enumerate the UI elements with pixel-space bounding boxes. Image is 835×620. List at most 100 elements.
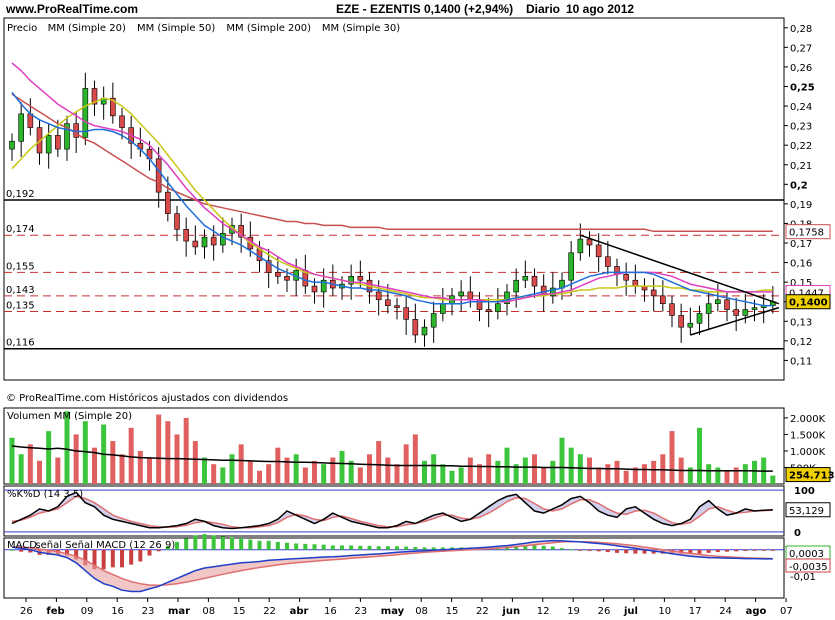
macd-value-tag-label: 0,0003	[789, 549, 824, 560]
volume-bar	[92, 447, 97, 484]
macd-histogram-bar	[633, 549, 638, 554]
volume-bar	[706, 464, 712, 484]
price-candle-body	[751, 307, 758, 310]
macd-histogram-bar	[285, 542, 289, 550]
price-y-tick-label: 0,26	[790, 63, 812, 74]
volume-bar	[64, 411, 70, 484]
stoch-last-tag	[785, 502, 831, 518]
price-candle-body	[45, 135, 52, 154]
macd-histogram-bar	[431, 547, 436, 550]
volume-y-tick-label: 1.000K	[790, 447, 826, 458]
volume-bar	[724, 470, 730, 484]
macd-histogram-bar	[129, 549, 134, 565]
macd-histogram-bar	[367, 545, 372, 550]
volume-bar	[339, 450, 345, 484]
volume-bar	[128, 427, 134, 484]
volume-bar	[422, 460, 427, 484]
price-candle-body	[403, 307, 409, 320]
volume-bar	[119, 454, 125, 484]
macd-histogram-bar	[523, 545, 528, 550]
price-candle-body	[531, 275, 538, 287]
price-candle-body	[36, 127, 43, 154]
price-candle-body	[155, 158, 162, 193]
macd-histogram-bar	[165, 546, 170, 550]
price-y-tick-label: 0,23	[790, 122, 812, 133]
volume-bar	[357, 467, 363, 484]
volume-bar	[715, 467, 721, 484]
volume-bar	[770, 475, 776, 484]
x-tick-label: 15	[233, 606, 246, 617]
macd-histogram-bar	[422, 547, 427, 550]
price-candle-body	[18, 113, 24, 142]
volume-bar	[532, 454, 537, 484]
macd-histogram-bar	[358, 545, 363, 550]
volume-bar	[312, 460, 317, 484]
volume-bar	[293, 454, 299, 484]
price-candle-body	[705, 303, 712, 314]
price-candle-body	[504, 291, 510, 304]
volume-bar	[183, 417, 189, 484]
panel-frame-price	[3, 17, 785, 381]
macd-histogram-bar	[734, 549, 739, 552]
volume-bar	[742, 464, 748, 484]
copyright-note: © ProRealTime.com Históricos ajustados c…	[6, 393, 289, 404]
x-tick-label: 24	[719, 606, 732, 617]
macd-histogram-bar	[761, 549, 766, 551]
price-y-tick-label: 0,15	[790, 278, 812, 289]
ma200-line	[11, 93, 773, 233]
macd-histogram-bar	[193, 535, 198, 550]
price-candle-body	[458, 291, 464, 297]
price-value-tag-label: 0,1758	[789, 228, 824, 239]
macd-histogram-bar	[239, 538, 244, 550]
volume-bar	[403, 444, 409, 484]
macd-histogram-bar	[541, 545, 546, 550]
volume-bar	[559, 437, 565, 484]
price-y-tick-label: 0,12	[790, 337, 812, 348]
price-candle-body	[385, 299, 391, 306]
price-candle-body	[742, 309, 749, 316]
volume-bar	[257, 470, 262, 484]
price-candle-body	[183, 229, 189, 242]
macd-histogram-bar	[514, 546, 519, 550]
x-tick-label: 10	[658, 606, 671, 617]
macd-histogram-bar	[92, 549, 97, 570]
macd-histogram-bar	[385, 546, 390, 550]
macd-histogram-bar	[642, 549, 647, 554]
price-candle-body	[650, 289, 657, 297]
volume-bar	[504, 447, 510, 484]
volume-bar	[348, 460, 354, 484]
ma50-line	[11, 97, 773, 301]
price-candle-body	[715, 299, 721, 304]
macd-legend-entry: señal Señal MACD (12 26 9)	[35, 540, 175, 551]
price-y-tick-label: 0,21	[790, 161, 812, 172]
macd-histogram-bar	[770, 549, 775, 551]
volume-bar	[568, 447, 574, 484]
volume-bar	[18, 454, 24, 484]
volume-bar	[550, 460, 556, 484]
x-tick-label: ago	[746, 606, 767, 617]
volume-bar	[596, 467, 602, 484]
price-candle-body	[201, 236, 208, 248]
volume-bar	[9, 437, 15, 484]
x-tick-label: mar	[168, 606, 190, 617]
x-tick-label: 17	[689, 606, 702, 617]
volume-last-value: 254.713	[789, 471, 835, 482]
price-candle-body	[513, 279, 519, 293]
macd-histogram-bar	[725, 549, 729, 552]
volume-ma-line	[11, 445, 773, 472]
volume-bar	[202, 457, 207, 484]
price-candle-body	[632, 279, 639, 287]
volume-bar	[541, 467, 547, 484]
macd-legend-entry: MACD	[7, 540, 37, 551]
price-candle-body	[110, 97, 116, 117]
macd-histogram-bar	[413, 547, 418, 550]
price-candle-body	[687, 322, 694, 328]
macd-histogram-bar	[138, 549, 143, 562]
site-name[interactable]: www.ProRealTime.com	[6, 2, 139, 16]
volume-bar	[330, 457, 336, 484]
volume-bar	[495, 460, 501, 484]
price-candle-body	[440, 303, 446, 314]
x-tick-label: abr	[290, 606, 309, 617]
price-candle-body	[550, 287, 556, 297]
price-candle-body	[375, 291, 382, 301]
